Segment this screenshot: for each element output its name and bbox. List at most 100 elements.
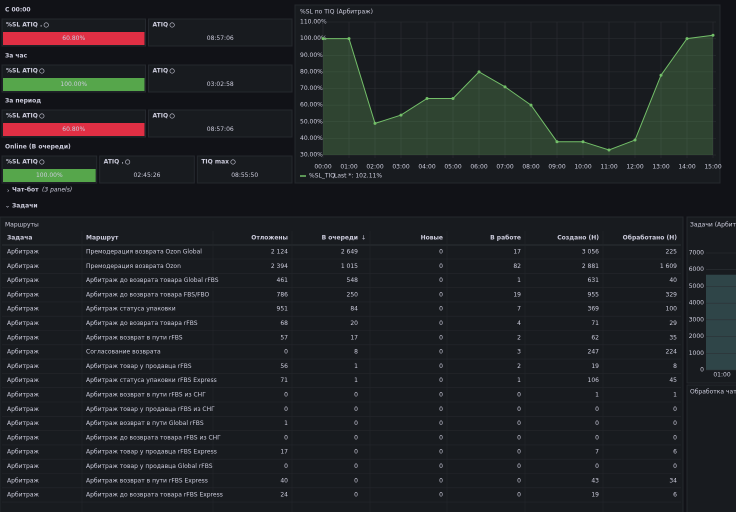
table-cell: 0 [284,349,288,356]
table-cell: 17 [513,249,521,256]
legend-label[interactable]: %SL_TIQ [309,173,335,180]
chart-title: %SL по TIQ (Арбитраж) [300,9,373,16]
table-cell: 1 [354,377,358,384]
table-cell: Арбитраж [7,449,39,456]
row-note: (3 panels) [42,187,72,194]
data-point [529,103,533,107]
side-title: Задачи (Арбитраж [690,222,736,229]
table-cell: 0 [439,449,443,456]
column-header[interactable]: В очереди [322,235,358,242]
table-cell: Арбитраж статуса упаковки rFBS Express [86,377,217,384]
table-cell: 0 [439,277,443,284]
column-header[interactable]: В работе [490,235,521,242]
table-cell: Согласование возврата [86,349,161,356]
table-cell: 0 [439,306,443,313]
table-cell: 45 [669,377,677,384]
table-cell: 0 [439,334,443,341]
side-panel [686,384,736,512]
table-cell: Арбитраж статуса упаковки [86,306,176,313]
info-icon [39,159,45,165]
table-cell: 0 [354,434,358,441]
table-cell: Арбитраж [7,363,39,370]
table-cell: 225 [666,249,678,256]
table-cell: 40 [280,477,288,484]
section-label: С 00:00 [5,7,31,14]
row-title[interactable]: Чат-бот [12,187,39,194]
table-cell: 84 [350,306,358,313]
stat-title: ATIQ [153,113,169,120]
table-cell: 100 [666,306,678,313]
table-cell: 56 [280,363,288,370]
table-cell: Арбитраж [7,377,39,384]
y-tick-label: 7000 [689,250,704,257]
stat-panel [99,155,195,184]
section-label: За час [5,53,28,60]
stat-value: 03:02:58 [207,81,234,88]
table-cell: Арбитраж [7,420,39,427]
table-cell: 3 056 [582,249,599,256]
table-cell: 19 [513,291,521,298]
data-point [711,33,715,37]
y-tick-label: 5000 [689,283,704,290]
y-tick-label: 30.00% [300,152,323,159]
table-cell: Арбитраж [7,334,39,341]
column-header[interactable]: Задача [7,235,32,242]
stat-panel [148,109,293,138]
x-tick-label: 02:00 [366,164,383,171]
stat-value: 100.00% [60,81,87,88]
table-cell: 0 [354,492,358,499]
table-cell: 2 [517,363,521,370]
info-icon [125,159,131,165]
data-point [373,121,377,125]
column-header[interactable]: Маршрут [86,235,119,242]
row-toggle-icon[interactable]: ⌄ [5,203,10,210]
data-point [659,73,663,77]
data-point [477,70,481,74]
table-cell: 0 [284,406,288,413]
table-cell: Арбитраж [7,320,39,327]
table-cell: 0 [439,434,443,441]
stat-title: %SL ATIQ [6,68,38,75]
table-cell: Арбитраж до возврата товара rFBS из СНГ [86,434,221,441]
x-tick-label: 14:00 [678,164,695,171]
info-icon [39,113,45,119]
table-cell: 1 015 [341,263,358,270]
info-icon [169,68,175,74]
data-point [451,96,455,100]
stat-panel [148,18,293,47]
column-header[interactable]: Создано (Н) [557,235,599,242]
column-header[interactable]: Отложены [251,235,288,242]
x-tick-label: 01:00 [713,372,730,379]
table-cell: 7 [595,449,599,456]
stat-value: 08:57:06 [207,35,234,42]
table-cell: Арбитраж [7,277,39,284]
column-header[interactable]: Новые [421,235,443,242]
data-point [347,37,351,41]
table-cell: 0 [517,492,521,499]
x-tick-label: 11:00 [600,164,617,171]
table-cell: 40 [669,277,677,284]
row-toggle-icon[interactable]: › [7,188,9,195]
table-cell: 0 [439,349,443,356]
legend-stat: Last *: 102.11% [334,173,382,180]
table-cell: Арбитраж возврат в пути rFBS Express [86,477,208,484]
side-bar [706,274,736,370]
table-cell: 1 [517,377,521,384]
x-tick-label: 15:00 [704,164,721,171]
table-cell: 8 [354,349,358,356]
table-cell: 0 [439,477,443,484]
table-cell: 0 [517,406,521,413]
table-cell: 0 [439,363,443,370]
y-tick-label: 2000 [689,333,704,340]
table-cell: 0 [517,420,521,427]
table-panel [0,216,684,512]
table-cell: 461 [277,277,289,284]
table-cell: 71 [591,320,599,327]
info-icon [169,22,175,28]
data-point [633,138,637,142]
column-header[interactable]: Обработано (Н) [623,235,678,242]
row-title[interactable]: Задачи [12,203,38,210]
table-cell: 35 [669,334,677,341]
table-cell: Арбитраж [7,434,39,441]
table-cell: 369 [588,306,600,313]
